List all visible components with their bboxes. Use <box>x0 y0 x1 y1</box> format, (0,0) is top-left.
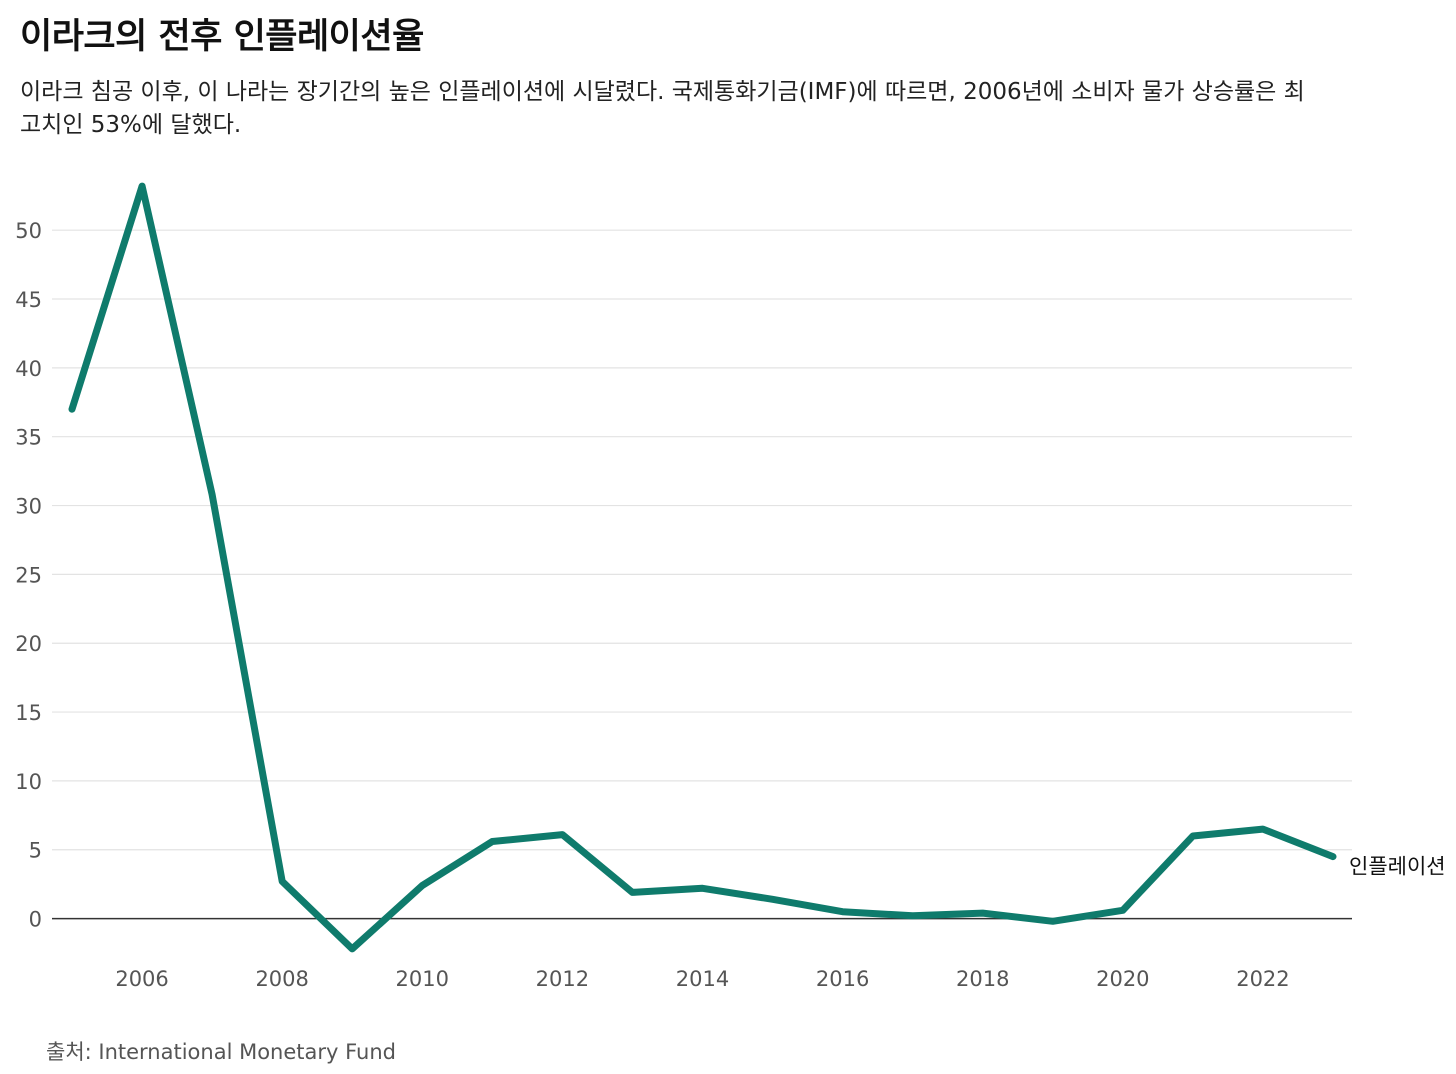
series-layer <box>68 182 1337 953</box>
y-tick-label: 20 <box>15 632 42 656</box>
x-tick-label: 2008 <box>255 967 308 991</box>
y-tick-label: 40 <box>15 357 42 381</box>
chart-title: 이라크의 전후 인플레이션율 <box>20 17 424 57</box>
y-tick-label: 30 <box>15 495 42 519</box>
x-tick-label: 2018 <box>956 967 1009 991</box>
series-end-label: 인플레이션 <box>1349 855 1446 879</box>
x-tick-label: 2012 <box>536 967 589 991</box>
x-axis-ticks: 2006 2008 2010 2012 2014 2016 2018 2020 2022 <box>115 967 1289 991</box>
series-labels: 인플레이션 <box>1349 855 1446 879</box>
x-tick-label: 2016 <box>816 967 869 991</box>
y-tick-label: 25 <box>15 563 42 587</box>
series-line-inflation <box>68 182 1337 953</box>
y-tick-label: 10 <box>15 770 42 794</box>
chart-subtitle: 이라크 침공 이후, 이 나라는 장기간의 높은 인플레이션에 시달렸다. 국제… <box>20 79 1305 138</box>
y-tick-label: 5 <box>29 839 42 863</box>
x-tick-label: 2006 <box>115 967 168 991</box>
y-tick-label: 15 <box>15 701 42 725</box>
y-tick-label: 0 <box>29 908 42 932</box>
y-tick-label: 45 <box>15 288 42 312</box>
x-tick-label: 2010 <box>396 967 449 991</box>
y-tick-label: 50 <box>15 219 42 243</box>
source-note: 출처: International Monetary Fund <box>46 1040 397 1064</box>
y-tick-label: 35 <box>15 426 42 450</box>
x-tick-label: 2014 <box>676 967 729 991</box>
grid-lines <box>52 229 1352 920</box>
y-axis-ticks: 0 5 10 15 20 25 30 35 40 45 50 <box>15 219 42 931</box>
x-tick-label: 2020 <box>1096 967 1149 991</box>
x-tick-label: 2022 <box>1236 967 1289 991</box>
